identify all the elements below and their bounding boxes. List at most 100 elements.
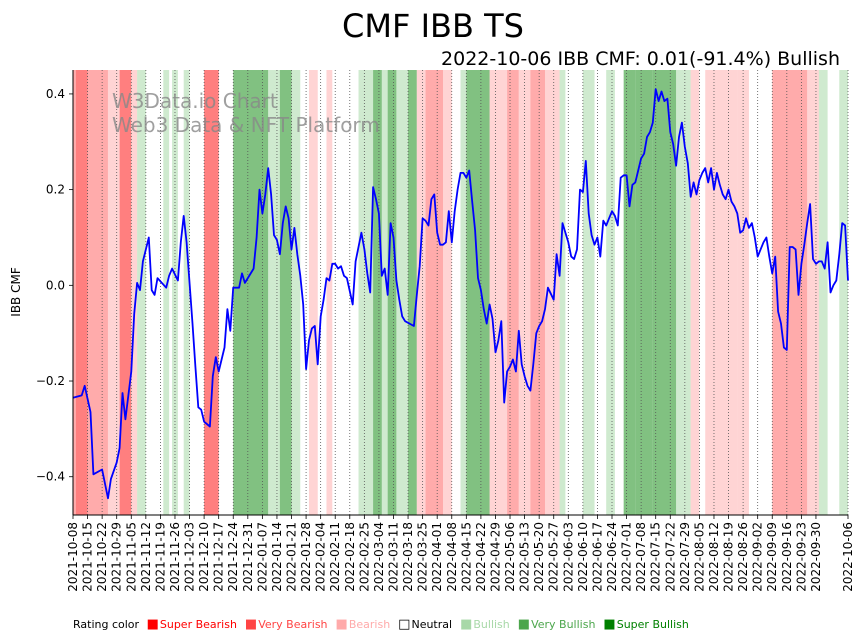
x-tick-label: 2022-04-15: [459, 522, 473, 592]
rating-band: [559, 70, 566, 515]
x-tick-label: 2022-05-27: [547, 522, 561, 592]
legend-title: Rating color: [73, 618, 140, 631]
rating-band: [204, 70, 219, 515]
x-tick-label: 2022-06-03: [561, 522, 575, 592]
rating-band: [387, 70, 397, 515]
legend-swatch: ■: [603, 617, 616, 632]
x-tick-label: 2022-09-23: [794, 522, 808, 592]
legend-label: Very Bearish: [258, 618, 328, 631]
rating-band: [163, 70, 170, 515]
x-tick-label: 2022-04-08: [445, 522, 459, 592]
x-tick-label: 2021-11-05: [124, 522, 138, 592]
rating-band: [107, 70, 120, 515]
legend-item: □Neutral: [398, 617, 456, 632]
legend-swatch: ■: [335, 617, 348, 632]
rating-band: [544, 70, 560, 515]
x-tick-label: 2022-03-04: [372, 522, 386, 592]
x-tick-label: 2022-01-14: [270, 522, 284, 592]
y-tick-label: 0.4: [46, 87, 65, 101]
x-tick-label: 2022-08-26: [736, 522, 750, 592]
rating-band: [507, 70, 519, 515]
rating-band: [623, 70, 636, 515]
rating-band: [705, 70, 717, 515]
x-tick-label: 2021-11-19: [153, 522, 167, 592]
rating-band: [582, 70, 595, 515]
rating-band: [358, 70, 374, 515]
rating-band: [690, 70, 700, 515]
legend-label: Bullish: [473, 618, 510, 631]
rating-band: [326, 70, 333, 515]
rating-band: [466, 70, 490, 515]
x-tick-label: 2022-01-21: [285, 522, 299, 592]
y-tick-label: −0.2: [36, 374, 65, 388]
x-tick-label: 2022-09-09: [765, 522, 779, 592]
x-tick-label: 2021-11-12: [139, 522, 153, 592]
rating-band: [635, 70, 653, 515]
rating-band: [716, 70, 738, 515]
rating-band: [87, 70, 108, 515]
rating-band: [396, 70, 409, 515]
x-tick-label: 2022-10-06: [841, 522, 855, 592]
x-tick-label: 2022-02-11: [328, 522, 342, 592]
x-tick-label: 2021-10-29: [110, 522, 124, 592]
x-tick-label: 2022-06-17: [590, 522, 604, 592]
x-tick-label: 2022-04-01: [430, 522, 444, 592]
rating-band: [460, 70, 467, 515]
x-tick-label: 2021-10-15: [81, 522, 95, 592]
legend-swatch: ■: [146, 617, 159, 632]
x-tick-label: 2022-07-15: [649, 522, 663, 592]
x-tick-label: 2022-06-10: [576, 522, 590, 592]
x-tick-label: 2022-08-12: [707, 522, 721, 592]
rating-band: [268, 70, 280, 515]
x-tick-label: 2022-09-16: [780, 522, 794, 592]
rating-band: [73, 70, 76, 515]
x-tick-label: 2021-12-10: [197, 522, 211, 592]
x-tick-label: 2021-12-17: [212, 522, 226, 592]
x-tick-label: 2022-07-01: [620, 522, 634, 592]
legend-label: Super Bullish: [616, 618, 689, 631]
legend-items: ■Super Bearish ■Very Bearish ■Bearish □Neut…: [146, 617, 697, 632]
x-tick-label: 2022-09-02: [751, 522, 765, 592]
x-tick-label: 2022-01-07: [255, 522, 269, 592]
x-tick-label: 2022-05-20: [532, 522, 546, 592]
rating-band: [425, 70, 444, 515]
rating-band: [183, 70, 190, 515]
rating-band: [279, 70, 292, 515]
x-tick-label: 2022-02-04: [314, 522, 328, 592]
cmf-series-line: [72, 88, 849, 500]
rating-band: [818, 70, 828, 515]
x-tick-label: 2022-08-19: [722, 522, 736, 592]
legend-item: ■Bullish: [460, 617, 514, 632]
legend-swatch: □: [398, 617, 411, 632]
x-tick-label: 2022-05-13: [518, 522, 532, 592]
legend-item: ■Bearish: [335, 617, 395, 632]
rating-bands: [73, 70, 848, 515]
rating-band: [676, 70, 691, 515]
chart-title: CMF IBB TS: [342, 7, 524, 45]
rating-legend: Rating color ■Super Bearish ■Very Bearish…: [73, 617, 701, 632]
rating-band: [408, 70, 417, 515]
x-tick-label: 2022-05-06: [503, 522, 517, 592]
x-tick-label: 2022-08-05: [692, 522, 706, 592]
legend-label: Very Bullish: [531, 618, 596, 631]
watermark-line: Web3 Data & NFT Platform: [112, 113, 380, 137]
legend-swatch: ■: [460, 617, 473, 632]
x-tick-label: 2022-03-18: [401, 522, 415, 592]
rating-band: [381, 70, 388, 515]
x-tick-label: 2021-12-24: [226, 522, 240, 592]
x-tick-label: 2022-03-25: [416, 522, 430, 592]
legend-item: ■Very Bearish: [245, 617, 332, 632]
watermark-line: W3Data.io Chart: [112, 89, 278, 113]
rating-band: [839, 70, 848, 515]
x-tick-label: 2022-09-30: [809, 522, 823, 592]
legend-label: Neutral: [411, 618, 453, 631]
x-tick-label: 2022-02-18: [343, 522, 357, 592]
axes: 2021-10-08 2021-10-15 2021-10-22 2021-10-29…: [36, 70, 855, 592]
chart-subtitle: 2022-10-06 IBB CMF: 0.01(-91.4%) Bullish: [441, 48, 840, 70]
rating-band: [807, 70, 819, 515]
x-tick-label: 2021-11-26: [168, 522, 182, 592]
rating-band: [443, 70, 452, 515]
y-tick-label: 0.2: [46, 183, 65, 197]
rating-band: [131, 70, 138, 515]
